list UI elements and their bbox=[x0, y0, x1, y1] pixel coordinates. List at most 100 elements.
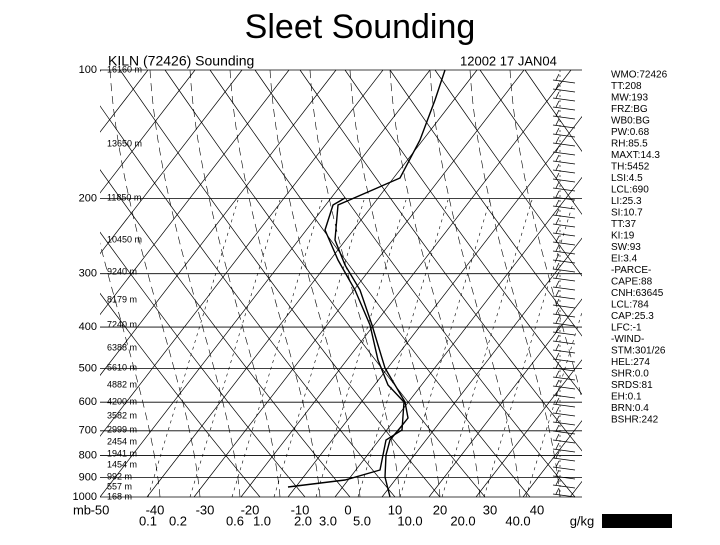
height-label: 4882 m bbox=[107, 379, 137, 389]
dry-adiabat bbox=[164, 69, 486, 498]
index-label: KI:19 bbox=[611, 231, 635, 242]
wind-barb bbox=[555, 226, 560, 234]
wind-barb bbox=[555, 307, 560, 315]
dewpoint-trace bbox=[287, 197, 405, 488]
index-label: BRN:0.4 bbox=[611, 403, 649, 414]
temperature-label: -20 bbox=[241, 502, 260, 517]
pressure-label: 1000 bbox=[73, 491, 97, 503]
wind-barb bbox=[552, 214, 576, 219]
index-label: HEL:274 bbox=[611, 357, 650, 368]
wind-barb bbox=[555, 298, 560, 306]
isotherm bbox=[475, 359, 582, 498]
wind-barb bbox=[555, 208, 560, 216]
moist-adiabat bbox=[269, 69, 361, 498]
wind-barb bbox=[552, 178, 576, 183]
wind-barb bbox=[552, 475, 576, 480]
height-label: 3582 m bbox=[107, 410, 137, 420]
wind-barb bbox=[555, 262, 560, 270]
height-label: 1941 m bbox=[107, 448, 137, 458]
wind-barb bbox=[552, 205, 576, 210]
wind-barb bbox=[555, 118, 560, 126]
index-label: WMO:72426 bbox=[611, 70, 668, 81]
wind-barb bbox=[552, 493, 576, 498]
wind-barb bbox=[552, 133, 576, 138]
wind-barb bbox=[555, 289, 560, 297]
station: KILN (72426) Sounding bbox=[108, 53, 254, 69]
moist-adiabat bbox=[389, 69, 481, 498]
dry-adiabat bbox=[479, 69, 582, 215]
index-label: CNH:63645 bbox=[611, 288, 664, 299]
moist-adiabat bbox=[469, 69, 561, 498]
mixing-ratio bbox=[273, 199, 365, 498]
height-label: 557 m bbox=[107, 481, 132, 491]
wind-barb bbox=[555, 280, 560, 288]
height-label: 8179 m bbox=[107, 294, 137, 304]
wind-barb bbox=[555, 361, 560, 369]
pressure-label: 800 bbox=[79, 449, 97, 461]
mixing-ratio-label: 40.0 bbox=[505, 513, 530, 528]
wind-barb bbox=[552, 151, 576, 156]
index-label: SW:93 bbox=[611, 242, 641, 253]
index-label: LI:25.3 bbox=[611, 196, 642, 207]
pressure-label: 500 bbox=[79, 362, 97, 374]
index-label: MW:193 bbox=[611, 93, 648, 104]
mixing-ratio-label: 0.1 bbox=[139, 513, 157, 528]
height-label: 168 m bbox=[107, 491, 132, 501]
wind-barb bbox=[552, 385, 576, 390]
index-label: LCL:690 bbox=[611, 185, 649, 196]
wind-barb bbox=[555, 100, 560, 108]
pressure-label: 900 bbox=[79, 471, 97, 483]
wind-barb bbox=[555, 136, 560, 144]
isotherm bbox=[100, 69, 196, 194]
temperature-label: 20 bbox=[433, 502, 447, 517]
wind-barb bbox=[552, 430, 576, 435]
wind-barb bbox=[555, 379, 560, 387]
wind-barb bbox=[555, 127, 560, 135]
mixing-ratio bbox=[147, 199, 239, 498]
height-label: 16160 m bbox=[107, 64, 142, 74]
wind-barb bbox=[555, 217, 560, 225]
moist-adiabat bbox=[149, 69, 241, 498]
wind-barb bbox=[555, 181, 560, 189]
title: Sleet Sounding bbox=[245, 8, 476, 46]
wind-barb bbox=[552, 367, 576, 372]
index-label: WB0:BG bbox=[611, 116, 650, 127]
height-label: 1454 m bbox=[107, 459, 137, 469]
mixing-ratio-label: g/kg bbox=[570, 513, 595, 528]
mixing-ratio bbox=[399, 199, 491, 498]
mixing-ratio-label: 5.0 bbox=[353, 513, 371, 528]
isotherm bbox=[0, 70, 54, 497]
wind-barb bbox=[552, 88, 576, 93]
mixing-ratio bbox=[441, 199, 533, 498]
pressure-label: 100 bbox=[79, 64, 97, 76]
temperature-label: -40 bbox=[146, 502, 165, 517]
index-label: SRDS:81 bbox=[611, 380, 653, 391]
moist-adiabat bbox=[109, 69, 201, 498]
dry-adiabat bbox=[119, 69, 441, 498]
wind-barb bbox=[552, 484, 576, 489]
wind-barb bbox=[552, 331, 576, 336]
wind-barb bbox=[552, 313, 576, 318]
isotherm bbox=[100, 69, 431, 498]
time: 12002 17 JAN04 bbox=[460, 53, 557, 68]
mixing-ratio bbox=[315, 199, 407, 498]
index-label: -WIND- bbox=[611, 334, 644, 345]
wind-barb bbox=[552, 358, 576, 363]
wind-barb bbox=[555, 244, 560, 252]
dry-adiabat bbox=[100, 292, 261, 498]
temperature-label: -30 bbox=[196, 502, 215, 517]
mixing-ratio-label: 0.2 bbox=[169, 513, 187, 528]
height-label: 2999 m bbox=[107, 424, 137, 434]
dry-adiabat bbox=[389, 69, 582, 337]
dry-adiabat bbox=[344, 69, 582, 395]
wind-barb bbox=[555, 91, 560, 99]
wind-barb bbox=[552, 457, 576, 462]
temperature-label: 40 bbox=[530, 502, 544, 517]
index-label: SI:10.7 bbox=[611, 208, 643, 219]
wind-barb bbox=[552, 403, 576, 408]
mixing-ratio-label: 0.6 bbox=[226, 513, 244, 528]
wind-barb bbox=[552, 241, 576, 246]
mixing-ratio-label: 10.0 bbox=[397, 513, 422, 528]
